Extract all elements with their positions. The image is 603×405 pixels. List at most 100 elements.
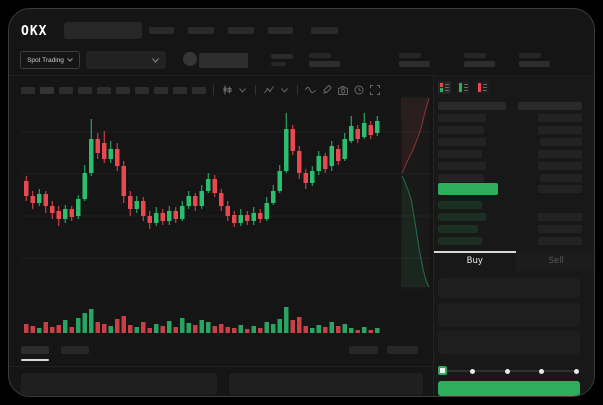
bid-row-price[interactable] [438, 225, 478, 233]
nav-item[interactable] [311, 27, 338, 34]
fullscreen-icon[interactable] [369, 85, 380, 96]
slider-stop-100[interactable] [573, 368, 579, 374]
toolbar-divider [213, 85, 214, 95]
ask-row-amount[interactable] [538, 162, 582, 170]
spot-trading-label: Spot Trading [27, 56, 64, 64]
order-amount-input[interactable] [438, 303, 580, 327]
timeframe-button[interactable] [78, 86, 92, 94]
bid-row-price[interactable] [438, 213, 486, 221]
nav-item[interactable] [228, 27, 254, 34]
chart-bottom-link[interactable] [349, 346, 378, 354]
timeframe-button[interactable] [40, 86, 54, 94]
slider-stop-75[interactable] [539, 368, 544, 374]
active-tab-underline [21, 359, 49, 361]
chevron-down-icon[interactable] [279, 85, 290, 96]
amount-slider-handle[interactable] [438, 366, 447, 375]
stat-value-skeleton [464, 61, 495, 67]
chevron-down-icon[interactable] [237, 85, 248, 96]
ask-row-amount[interactable] [538, 114, 582, 122]
chart-toolbar [21, 83, 380, 97]
timeframe-button[interactable] [154, 86, 168, 94]
indicator-wave-icon[interactable] [305, 85, 316, 96]
header-divider [9, 75, 594, 76]
last-price-amount [538, 185, 582, 193]
ticker-label-skeleton [271, 54, 293, 59]
bid-row-amount[interactable] [538, 225, 582, 233]
chart-bottom-tab-active[interactable] [21, 346, 49, 354]
search-input[interactable] [64, 22, 142, 39]
clock-icon[interactable] [353, 85, 364, 96]
orderbook-header-amount[interactable] [518, 102, 582, 110]
timeframe-buttons [21, 86, 206, 94]
timeframe-button[interactable] [59, 86, 73, 94]
stat-label-skeleton [519, 53, 541, 58]
chart-type-icon[interactable] [263, 85, 274, 96]
spot-trading-dropdown[interactable]: Spot Trading [20, 51, 80, 69]
okx-app-window: OKX Spot Trading [8, 8, 595, 397]
ask-row-amount[interactable] [540, 174, 582, 182]
ask-row-price[interactable] [438, 162, 486, 170]
timeframe-button[interactable] [116, 86, 130, 94]
bid-row-price[interactable] [438, 237, 482, 245]
stat-label-skeleton [309, 53, 331, 58]
pair-select-dropdown[interactable] [86, 51, 166, 69]
stat-label-skeleton [399, 53, 421, 58]
candles-layer [24, 113, 380, 229]
stat-label-skeleton [464, 53, 486, 58]
bid-row-price[interactable] [438, 201, 482, 209]
ticker-value-skeleton [271, 62, 286, 66]
bottom-panel-left [21, 373, 217, 395]
stat-value-skeleton [399, 61, 430, 67]
timeframe-button[interactable] [135, 86, 149, 94]
tab-buy[interactable]: Buy [434, 251, 516, 271]
chart-bottom-link[interactable] [387, 346, 418, 354]
orderbook-trade-panel: Buy Sell [433, 76, 594, 396]
ask-row-price[interactable] [438, 114, 486, 122]
ask-row-amount[interactable] [538, 126, 582, 134]
tab-sell[interactable]: Sell [548, 256, 564, 266]
ask-row-price[interactable] [438, 138, 486, 146]
ask-row-price[interactable] [438, 150, 482, 158]
toolbar-divider [255, 85, 256, 95]
stat-value-skeleton [519, 61, 550, 67]
bid-row-amount[interactable] [538, 237, 582, 245]
nav-item[interactable] [149, 27, 174, 34]
draw-icon[interactable] [321, 85, 332, 96]
stat-value-skeleton [309, 61, 340, 67]
header-action-button[interactable] [199, 53, 248, 68]
candlestick-chart[interactable] [21, 96, 431, 336]
chevron-down-icon [152, 57, 159, 63]
orderbook-header-price[interactable] [438, 102, 506, 110]
depth-overlay [401, 97, 430, 288]
orderbook-view-bids-icon[interactable] [457, 81, 470, 94]
ask-row-price[interactable] [438, 126, 484, 134]
trade-tabs: Buy Sell [434, 251, 594, 271]
orderbook-view-asks-icon[interactable] [476, 81, 489, 94]
ask-row-amount[interactable] [538, 150, 582, 158]
timeframe-button[interactable] [173, 86, 187, 94]
slider-stop-25[interactable] [470, 368, 475, 374]
okx-logo[interactable]: OKX [21, 24, 48, 39]
nav-item[interactable] [268, 27, 293, 34]
orderbook-view-combined-icon[interactable] [438, 81, 451, 94]
order-total-input[interactable] [438, 331, 580, 354]
nav-item[interactable] [188, 27, 214, 34]
chart-bottom-tab[interactable] [61, 346, 89, 354]
candle-style-icon[interactable] [221, 85, 232, 96]
bottom-divider [9, 366, 433, 367]
timeframe-button[interactable] [97, 86, 111, 94]
chevron-down-icon [67, 58, 73, 62]
ask-row-amount[interactable] [540, 138, 582, 146]
timeframe-button[interactable] [21, 86, 35, 94]
timeframe-button[interactable] [192, 86, 206, 94]
ask-row-price[interactable] [438, 174, 484, 182]
toolbar-divider [297, 85, 298, 95]
buy-submit-button[interactable] [438, 381, 580, 396]
slider-stop-50[interactable] [504, 368, 510, 374]
last-price-indicator[interactable] [438, 183, 498, 195]
bid-row-amount[interactable] [538, 213, 582, 221]
order-price-input[interactable] [438, 278, 580, 298]
volume-layer [24, 307, 380, 333]
camera-icon[interactable] [337, 85, 348, 96]
